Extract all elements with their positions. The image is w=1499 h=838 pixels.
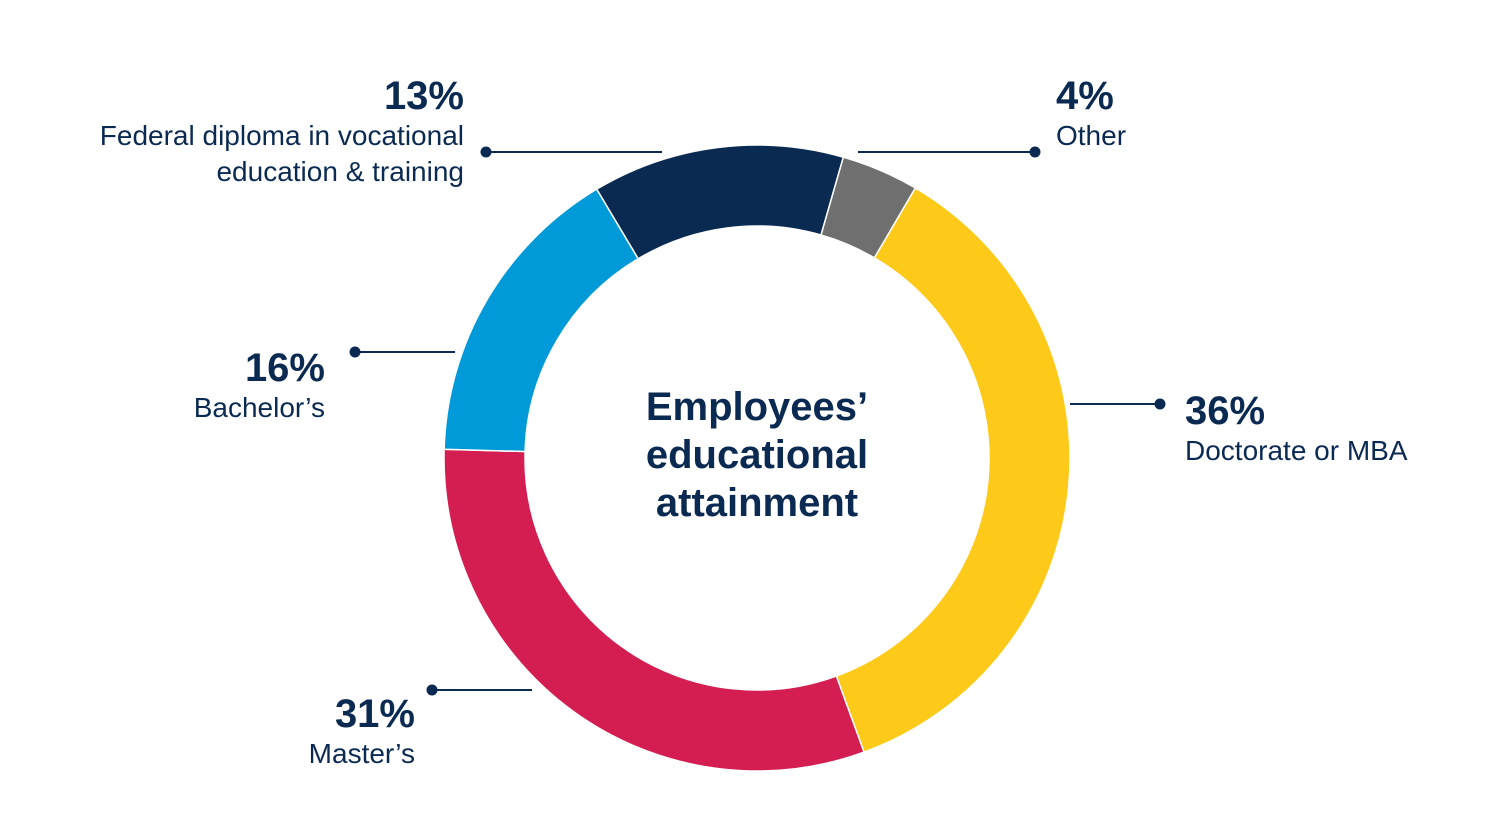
callout-bachelors: 16% Bachelor’s: [194, 346, 325, 426]
leader-dot-federal: [480, 146, 492, 158]
data-label-other-pct: 4%: [1056, 74, 1114, 118]
leader-dot-doctorate: [1154, 398, 1166, 410]
callout-masters: 31% Master’s: [309, 692, 415, 772]
chart-title-line-2: educational: [645, 433, 869, 477]
chart-center-title: Employees’ educational attainment: [557, 383, 957, 527]
data-label-bachelors-name: Bachelor’s: [193, 392, 325, 423]
callout-doctorate: 36% Doctorate or MBA: [1185, 389, 1408, 469]
data-label-federal-name-line-1: Federal diploma in vocational: [99, 120, 464, 151]
donut-slice-masters: [443, 448, 866, 772]
chart-title-line-3: attainment: [655, 481, 859, 525]
data-label-federal-name-line-2: education & training: [216, 156, 464, 187]
data-label-bachelors-pct: 16%: [244, 346, 325, 390]
data-label-masters-pct: 31%: [334, 692, 415, 736]
leader-dot-other: [1029, 146, 1041, 158]
leader-dot-masters: [426, 684, 438, 696]
donut-slice-doctorate: [835, 187, 1071, 754]
data-label-masters-name: Master’s: [308, 738, 415, 769]
callout-federal-diploma: 13% Federal diploma in vocational educat…: [100, 74, 464, 190]
data-label-federal-pct: 13%: [383, 74, 464, 118]
donut-slice-federal: [595, 144, 845, 260]
chart-title-line-1: Employees’: [645, 385, 869, 429]
data-label-other-name: Other: [1056, 120, 1127, 151]
callout-other: 4% Other: [1056, 74, 1126, 154]
data-label-doctorate-pct: 36%: [1185, 389, 1266, 433]
data-label-doctorate-name: Doctorate or MBA: [1185, 435, 1408, 466]
leader-dot-bachelors: [349, 346, 361, 358]
